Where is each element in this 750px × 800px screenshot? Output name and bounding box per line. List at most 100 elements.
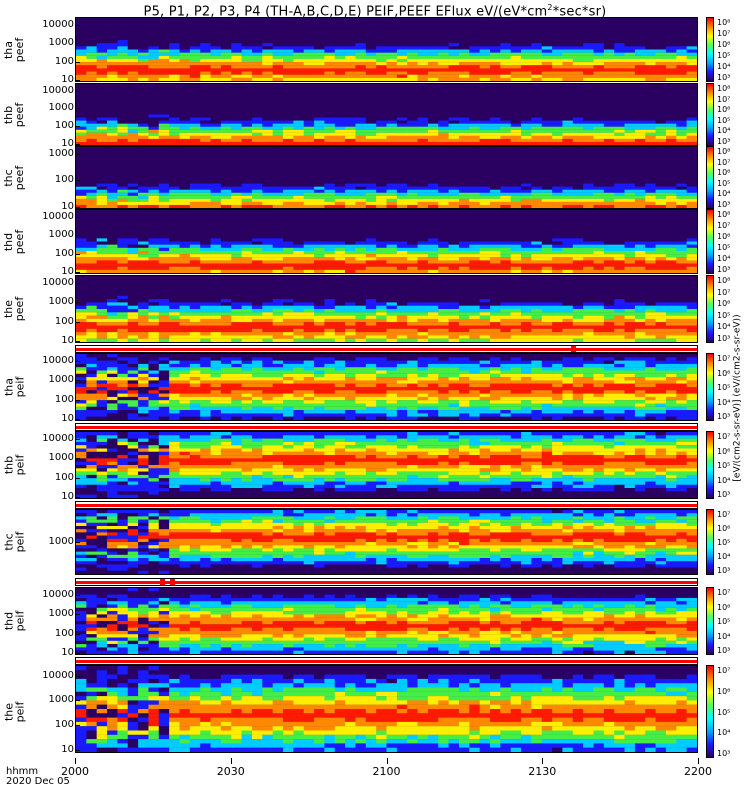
- heatmap-cell: [417, 30, 429, 34]
- heatmap-cell: [386, 40, 398, 44]
- heatmap-cell: [365, 263, 377, 267]
- heatmap-cell: [107, 68, 118, 72]
- heatmap-cell: [624, 71, 636, 75]
- heatmap-cell: [624, 138, 636, 143]
- heatmap-cell: [86, 24, 98, 28]
- heatmap-cell: [334, 65, 346, 69]
- heatmap-cell: [655, 168, 667, 172]
- heatmap-cell: [665, 222, 677, 226]
- heatmap-cell: [417, 192, 429, 196]
- heatmap-cell: [583, 24, 594, 28]
- heatmap-cell: [272, 186, 284, 190]
- heatmap-cell: [334, 244, 346, 248]
- heatmap-cell: [158, 52, 170, 56]
- heatmap-cell: [396, 58, 408, 63]
- heatmap-cell: [200, 129, 211, 133]
- heatmap-cell: [262, 84, 273, 88]
- heatmap-cell: [200, 58, 211, 63]
- heatmap-cell: [86, 192, 98, 196]
- heatmap-cell: [293, 111, 305, 115]
- heatmap-cell: [365, 232, 377, 236]
- heatmap-cell: [572, 18, 584, 22]
- heatmap-cell: [282, 55, 294, 60]
- heatmap-cell: [76, 36, 87, 41]
- heatmap-cell: [179, 126, 191, 130]
- heatmap-cell: [531, 40, 543, 44]
- heatmap-cell: [231, 65, 242, 69]
- heatmap-cell: [96, 150, 108, 154]
- heatmap-cell: [220, 62, 232, 66]
- heatmap-cell: [427, 74, 439, 78]
- heatmap-cell: [427, 87, 439, 91]
- heatmap-cell: [272, 266, 284, 270]
- heatmap-cell: [314, 77, 325, 81]
- heatmap-cell: [376, 55, 387, 60]
- heatmap-cell: [541, 58, 553, 63]
- title-tail: *sec*sr): [552, 4, 607, 20]
- heatmap-cell: [603, 150, 615, 154]
- heatmap-cell: [293, 204, 305, 208]
- heatmap-cell: [552, 135, 563, 139]
- heatmap-cell: [303, 153, 315, 157]
- heatmap-cell: [686, 225, 697, 229]
- heatmap-cell: [324, 269, 336, 273]
- heatmap-cell: [510, 232, 522, 236]
- heatmap-cell: [231, 123, 242, 127]
- heatmap-cell: [427, 198, 439, 202]
- heatmap-cell: [117, 295, 129, 300]
- heatmap-cell: [189, 30, 201, 34]
- heatmap-cell: [117, 216, 129, 220]
- heatmap-cell: [655, 111, 667, 115]
- heatmap-cell: [479, 102, 491, 106]
- heatmap-cell: [386, 120, 398, 124]
- heatmap-cell: [686, 87, 697, 91]
- heatmap-cell: [76, 232, 87, 236]
- heatmap-cell: [345, 186, 356, 190]
- heatmap-cell: [645, 71, 656, 75]
- heatmap-cell: [293, 156, 305, 160]
- heatmap-cell: [438, 254, 449, 258]
- heatmap-cell: [241, 204, 253, 208]
- heatmap-cell: [231, 254, 242, 258]
- heatmap-cell: [314, 74, 325, 78]
- heatmap-cell: [541, 183, 553, 187]
- heatmap-cell: [386, 165, 398, 169]
- heatmap-cell: [158, 90, 170, 94]
- heatmap-cell: [458, 147, 470, 151]
- heatmap-cell: [624, 232, 636, 236]
- heatmap-cell: [427, 250, 439, 255]
- heatmap-cell: [127, 254, 139, 258]
- heatmap-cell: [676, 132, 688, 136]
- heatmap-cell: [438, 216, 449, 220]
- heatmap-cell: [324, 247, 336, 252]
- heatmap-cell: [220, 111, 232, 115]
- heatmap-cell: [117, 195, 129, 199]
- heatmap-cell: [355, 21, 367, 25]
- heatmap-cell: [241, 183, 253, 187]
- heatmap-cell: [158, 150, 170, 154]
- heatmap-cell: [686, 219, 697, 223]
- heatmap-cell: [448, 99, 460, 103]
- heatmap-cell: [552, 171, 563, 175]
- heatmap-cell: [624, 192, 636, 196]
- heatmap-cell: [345, 159, 356, 163]
- heatmap-cell: [448, 269, 460, 273]
- heatmap-cell: [583, 232, 594, 236]
- heatmap-cell: [96, 49, 108, 53]
- heatmap-cell: [96, 276, 108, 280]
- heatmap-cell: [427, 77, 439, 81]
- heatmap-cell: [138, 219, 149, 223]
- heatmap-cell: [531, 153, 543, 157]
- heatmap-cell: [386, 241, 398, 245]
- heatmap-cell: [334, 33, 346, 37]
- heatmap-cell: [117, 210, 129, 214]
- heatmap-cell: [655, 68, 667, 72]
- heatmap-cell: [158, 93, 170, 97]
- heatmap-cell: [665, 204, 677, 208]
- heatmap-cell: [458, 162, 470, 166]
- heatmap-cell: [96, 153, 108, 157]
- chart-title: P5, P1, P2, P3, P4 (TH-A,B,C,D,E) PEIF,P…: [0, 0, 750, 20]
- heatmap-cell: [676, 225, 688, 229]
- heatmap-cell: [251, 27, 263, 31]
- heatmap-cell: [272, 77, 284, 81]
